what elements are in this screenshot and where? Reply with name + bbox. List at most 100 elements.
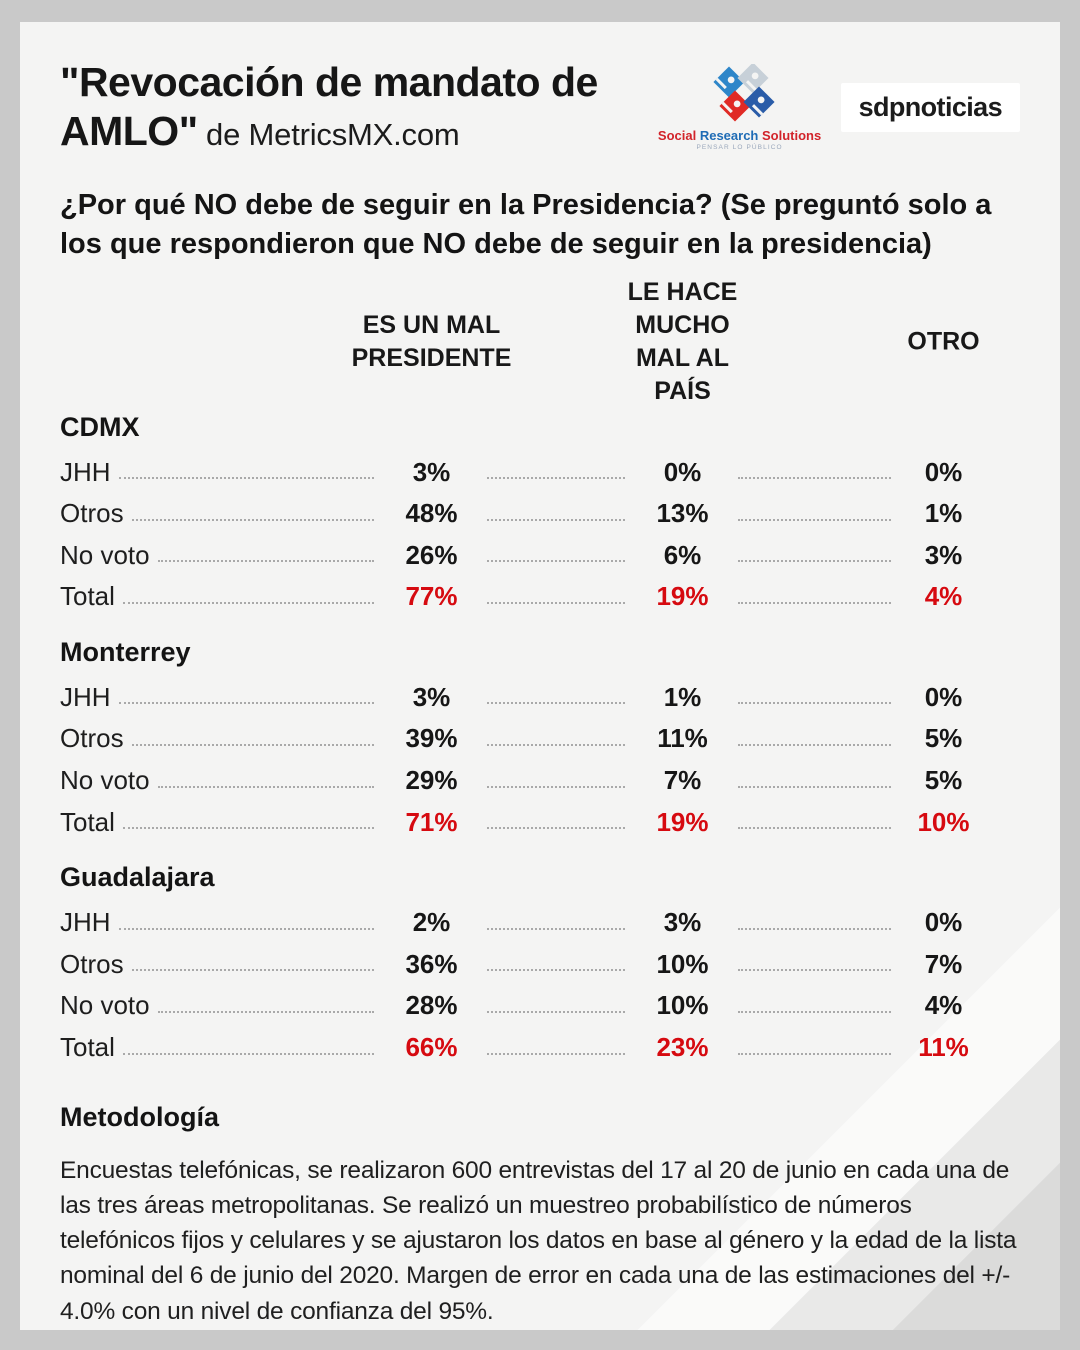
row-label: Otros [60,948,124,979]
column-header-mal-al-pais: LE HACE MUCHO MAL AL PAÍS [627,277,738,405]
dotted-leader [122,600,374,604]
table-row: JHH 2% 3% 0% [60,908,1020,937]
table-row: Otros 36% 10% 7% [60,950,1020,979]
cell-value: 39% [405,723,458,754]
srs-word-social: Social [657,128,697,143]
dotted-leader [157,558,374,563]
dotted-leader [738,967,891,972]
dotted-leader [118,926,374,930]
cell-value-total: 71% [405,806,458,837]
cell-value: 5% [924,723,963,754]
cell-value: 36% [405,948,458,979]
cell-value: 26% [405,539,458,570]
dotted-leader [487,475,625,480]
cell-value: 0% [663,456,702,487]
cell-value: 3% [412,456,451,487]
city-heading: CDMX [60,411,140,442]
city-heading: Guadalajara [60,862,215,893]
cell-value: 2% [412,907,451,938]
dotted-leader [131,742,374,747]
cell-value-total: 19% [656,581,709,612]
section-monterrey: Monterrey JHH 3% 1% 0% Otros 39% 11% 5% [60,637,1020,836]
table-row: No voto 29% 7% 5% [60,766,1020,795]
cell-value: 7% [924,948,963,979]
table-row: Otros 39% 11% 5% [60,724,1020,753]
cell-value: 1% [663,681,702,712]
column-header-otro: OTRO [907,327,980,355]
row-label: No voto [60,990,150,1021]
header-bar: "Revocación de mandato de AMLO" de Metri… [60,58,1020,156]
table-row: Otros 48% 13% 1% [60,499,1020,528]
methodology-heading: Metodología [60,1101,219,1132]
dotted-leader [487,558,625,563]
dotted-leader [131,517,374,521]
cell-value-total: 10% [917,806,970,837]
dotted-leader [738,558,891,563]
row-label: Otros [60,723,124,754]
dotted-leader [487,967,625,972]
cell-value: 1% [924,498,963,529]
cell-value: 3% [663,907,702,938]
cell-value: 10% [656,948,709,979]
table-row: JHH 3% 0% 0% [60,456,1020,487]
dotted-leader [487,825,625,830]
cell-value: 0% [924,907,963,938]
row-label: No voto [60,765,150,796]
cell-value: 0% [924,681,963,712]
cell-value: 0% [924,456,963,487]
infographic-card: "Revocación de mandato de AMLO" de Metri… [20,22,1060,1330]
cell-value-total: 4% [924,581,963,612]
cell-value: 28% [405,990,458,1021]
cell-value: 7% [663,765,702,796]
survey-question: ¿Por qué NO debe de seguir en la Preside… [60,189,992,260]
table-row: No voto 26% 6% 3% [60,541,1020,570]
dotted-leader [122,1051,374,1055]
row-label: Total [60,806,115,837]
row-label: Total [60,1032,115,1063]
page-title: "Revocación de mandato de AMLO" de Metri… [60,58,598,156]
column-header-cell: LE HACE MUCHO MAL AL PAÍS [628,278,738,405]
cell-value-total: 19% [656,806,709,837]
cell-value: 3% [924,539,963,570]
dotted-leader [487,1009,625,1014]
cell-value: 29% [405,765,458,796]
cell-value: 5% [924,765,963,796]
srs-word-solutions: Solutions [762,128,822,143]
social-research-solutions-logo: Social Research Solutions PENSAR LO PÚBL… [658,64,821,151]
results-table: ES UN MAL PRESIDENTE LE HACE MUCHO MAL A… [60,278,1020,1062]
cell-value: 4% [924,990,963,1021]
cell-value: 6% [663,539,702,570]
dotted-leader [738,600,891,604]
cell-value: 10% [656,990,709,1021]
row-label: No voto [60,539,150,570]
dotted-leader [738,475,891,480]
dotted-leader [738,1051,891,1055]
table-row-total: Total 71% 19% 10% [60,808,1020,837]
column-header-cell: ES UN MAL PRESIDENTE [352,290,512,394]
column-header-mal-presidente: ES UN MAL PRESIDENTE [351,310,512,372]
table-row-total: Total 77% 19% 4% [60,582,1020,611]
dotted-leader [131,967,374,972]
title-line2: AMLO" [60,108,198,155]
dotted-leader [738,784,891,788]
dotted-leader [122,825,374,830]
dotted-leader [487,1051,625,1055]
logo-group: Social Research Solutions PENSAR LO PÚBL… [658,58,1020,151]
sdpnoticias-logo: sdpnoticias [840,83,1020,132]
srs-logo-tagline: PENSAR LO PÚBLICO [696,144,783,151]
section-guadalajara: Guadalajara JHH 2% 3% 0% Otros 36% 10% 7… [60,862,1020,1061]
row-label: JHH [60,907,111,938]
srs-logo-wordmark: Social Research Solutions [658,128,821,143]
dotted-leader [487,742,625,747]
row-label: JHH [60,456,111,487]
dotted-leader [738,517,891,521]
dotted-leader [738,825,891,830]
dotted-leader [487,600,625,604]
dotted-leader [487,784,625,788]
cell-value: 11% [657,723,708,754]
dotted-leader [157,1009,374,1014]
dotted-leader [738,700,891,705]
methodology-text: Encuestas telefónicas, se realizaron 600… [60,1156,1017,1325]
title-suffix: de MetricsMX.com [197,117,460,153]
cell-value-total: 11% [918,1032,969,1063]
